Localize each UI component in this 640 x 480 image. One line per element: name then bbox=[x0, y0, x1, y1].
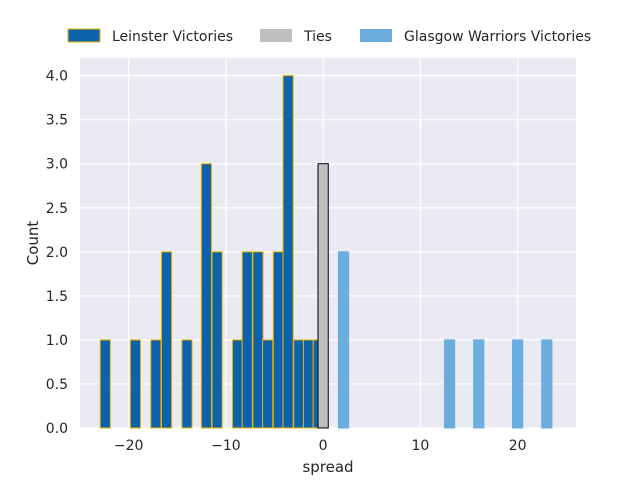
y-tick-label: 4.0 bbox=[46, 69, 68, 85]
x-tick-labels: −20 −10 0 10 20 bbox=[114, 438, 527, 454]
leinster-bar bbox=[181, 339, 193, 429]
leinster-bar bbox=[293, 339, 305, 429]
legend-item-ties: Ties bbox=[260, 29, 332, 45]
leinster-bar bbox=[150, 339, 162, 429]
leinster-bar bbox=[211, 251, 223, 429]
y-tick-label: 3.0 bbox=[46, 157, 68, 173]
leinster-bar bbox=[272, 251, 285, 429]
legend-label-glasgow: Glasgow Warriors Victories bbox=[404, 29, 591, 45]
leinster-bar bbox=[252, 251, 264, 429]
legend-swatch-ties bbox=[260, 29, 292, 42]
leinster-bar bbox=[302, 339, 315, 429]
leinster-bar bbox=[241, 251, 253, 429]
leinster-bar bbox=[231, 339, 244, 429]
legend-label-ties: Ties bbox=[303, 29, 332, 45]
leinster-bar bbox=[99, 339, 111, 429]
leinster-bar bbox=[282, 75, 294, 429]
x-tick-label: 10 bbox=[411, 438, 429, 454]
y-tick-label: 2.5 bbox=[46, 201, 68, 217]
x-axis-label: spread bbox=[302, 458, 353, 476]
x-tick-label: −10 bbox=[211, 438, 241, 454]
x-tick-label: 0 bbox=[319, 438, 328, 454]
legend-swatch-leinster bbox=[67, 28, 101, 43]
glasgow-bar bbox=[473, 339, 485, 429]
glasgow-bar bbox=[512, 339, 524, 429]
legend-item-leinster: Leinster Victories bbox=[67, 28, 233, 45]
y-tick-label: 2.0 bbox=[46, 245, 68, 261]
legend: Leinster Victories Ties Glasgow Warriors… bbox=[67, 28, 591, 45]
legend-item-glasgow: Glasgow Warriors Victories bbox=[360, 29, 591, 45]
legend-swatch-glasgow bbox=[360, 29, 392, 42]
bars-group bbox=[99, 75, 553, 429]
tie-bar bbox=[317, 163, 329, 429]
legend-label-leinster: Leinster Victories bbox=[112, 29, 233, 45]
leinster-bar bbox=[262, 339, 274, 429]
glasgow-bar bbox=[443, 339, 456, 429]
y-tick-label: 3.5 bbox=[46, 113, 68, 129]
y-tick-label: 1.0 bbox=[46, 333, 68, 349]
x-tick-label: −20 bbox=[114, 438, 144, 454]
leinster-bar bbox=[160, 251, 173, 429]
x-tick-label: 20 bbox=[509, 438, 527, 454]
y-tick-label: 0.0 bbox=[46, 421, 68, 437]
y-tick-labels: 0.0 0.5 1.0 1.5 2.0 2.5 3.0 3.5 4.0 bbox=[46, 69, 68, 437]
leinster-bar bbox=[200, 163, 213, 429]
glasgow-bar bbox=[541, 339, 553, 429]
y-tick-label: 1.5 bbox=[46, 289, 68, 305]
glasgow-bar bbox=[337, 251, 350, 429]
y-tick-label: 0.5 bbox=[46, 377, 68, 393]
y-axis-label: Count bbox=[24, 221, 42, 266]
leinster-bar bbox=[129, 339, 142, 429]
